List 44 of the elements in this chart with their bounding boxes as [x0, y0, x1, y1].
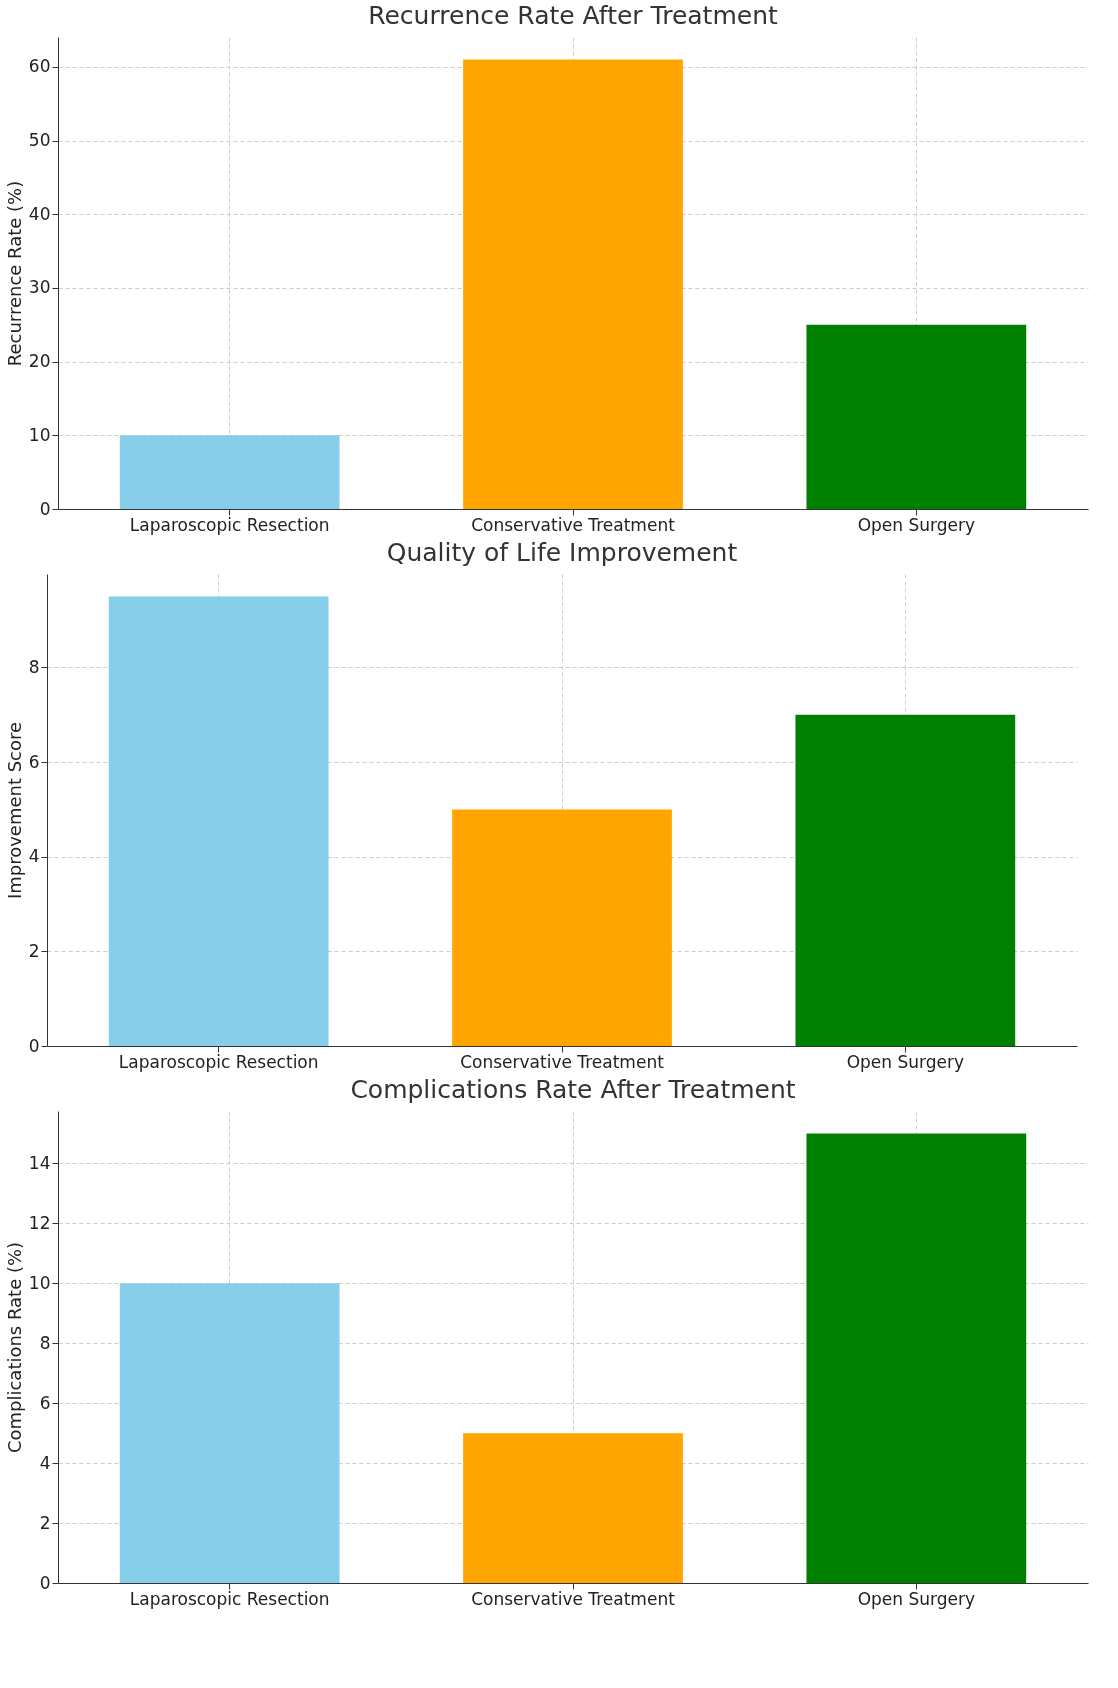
y-tick-label: 4 — [28, 846, 40, 867]
y-axis-title: Complications Rate (%) — [3, 1241, 25, 1454]
x-tick-label: Laparoscopic Resection — [129, 514, 330, 535]
chart-title: Complications Rate After Treatment — [350, 1075, 796, 1104]
bar — [806, 1133, 1027, 1583]
bar — [108, 596, 329, 1046]
y-tick-label: 30 — [28, 277, 51, 298]
y-tick-label: 0 — [39, 1572, 51, 1593]
chart-title: Quality of Life Improvement — [386, 538, 738, 567]
y-axis-title: Improvement Score — [3, 721, 25, 900]
y-tick-label: 6 — [28, 751, 40, 772]
bar — [463, 1433, 683, 1583]
bar — [119, 1283, 340, 1583]
x-tick-label: Laparoscopic Resection — [118, 1051, 319, 1072]
y-tick-label: 8 — [28, 656, 40, 677]
y-tick-label: 20 — [28, 351, 51, 372]
y-tick-label: 10 — [28, 424, 51, 445]
bar — [119, 435, 340, 509]
y-axis-title: Recurrence Rate (%) — [3, 180, 25, 367]
x-tick-label: Conservative Treatment — [471, 1588, 676, 1609]
y-tick-label: 8 — [39, 1332, 51, 1353]
y-tick-label: 4 — [39, 1452, 51, 1473]
bar — [795, 714, 1016, 1046]
y-tick-label: 12 — [28, 1212, 51, 1233]
x-tick-label: Conservative Treatment — [460, 1051, 665, 1072]
x-tick-label: Laparoscopic Resection — [129, 1588, 330, 1609]
x-tick-label: Open Surgery — [857, 1588, 976, 1609]
bar — [452, 809, 672, 1046]
bar — [463, 59, 683, 509]
y-tick-label: 6 — [39, 1392, 51, 1413]
y-tick-label: 40 — [28, 203, 51, 224]
y-tick-label: 60 — [28, 56, 51, 77]
x-tick-label: Open Surgery — [857, 514, 976, 535]
x-tick-label: Conservative Treatment — [471, 514, 676, 535]
chart-title: Recurrence Rate After Treatment — [368, 1, 778, 30]
y-tick-label: 0 — [28, 1035, 40, 1056]
y-tick-label: 2 — [39, 1512, 51, 1533]
y-tick-label: 0 — [39, 498, 51, 519]
y-tick-label: 2 — [28, 940, 40, 961]
bar — [806, 324, 1027, 509]
y-tick-label: 10 — [28, 1272, 51, 1293]
x-tick-label: Open Surgery — [846, 1051, 965, 1072]
y-tick-label: 14 — [28, 1152, 51, 1173]
y-tick-label: 50 — [28, 130, 51, 151]
